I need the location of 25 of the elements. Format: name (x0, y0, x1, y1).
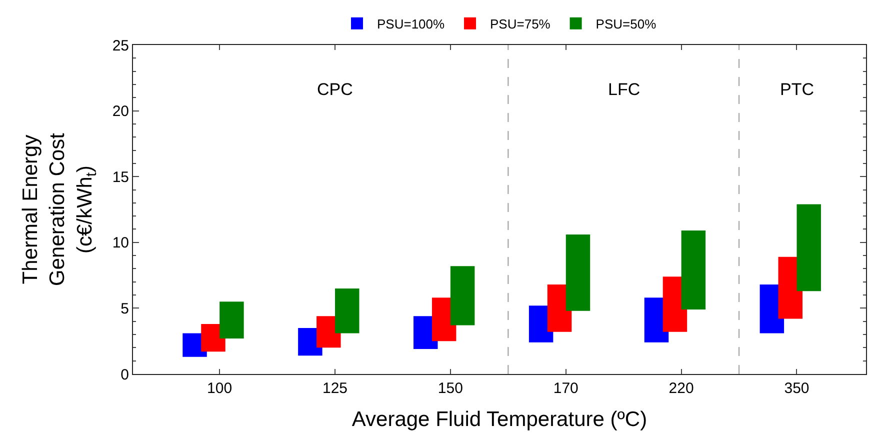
annotation: PTC (780, 80, 814, 99)
bar (450, 266, 475, 326)
annotation: LFC (608, 80, 640, 99)
x-tick-label: 125 (322, 380, 348, 397)
y-tick-label: 5 (120, 300, 129, 318)
x-axis-title: Average Fluid Temperature (ºC) (352, 408, 648, 432)
x-tick-label: 350 (784, 380, 810, 397)
legend-label: PSU=75% (490, 16, 551, 32)
legend-label: PSU=50% (596, 16, 657, 32)
bar (796, 204, 821, 292)
bar (220, 302, 244, 338)
bar (566, 234, 590, 311)
x-tick-label: 100 (207, 380, 232, 397)
y-tick-label: 10 (112, 234, 129, 252)
y-tick-label: 25 (112, 37, 129, 54)
annotation: CPC (317, 80, 353, 99)
x-tick-label: 170 (553, 380, 578, 397)
x-tick-label: 150 (438, 380, 463, 397)
y-tick-label: 15 (112, 168, 129, 186)
x-tick-label: 220 (668, 380, 694, 397)
bar (335, 288, 360, 334)
bar (681, 230, 706, 310)
legend-label: PSU=100% (377, 16, 446, 32)
y-tick-label: 20 (112, 103, 129, 120)
y-tick-label: 0 (120, 366, 129, 384)
